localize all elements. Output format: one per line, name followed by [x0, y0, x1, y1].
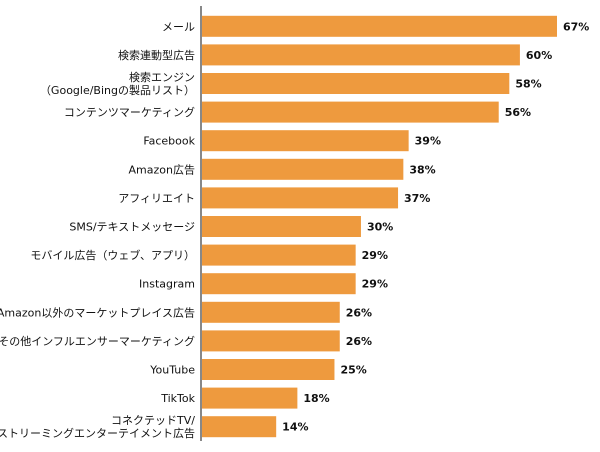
- category-label-4: Facebook: [143, 135, 195, 148]
- value-label-1: 60%: [526, 49, 552, 62]
- category-label-7: SMS/テキストメッセージ: [69, 221, 195, 234]
- bar-1: [202, 44, 520, 66]
- value-label-2: 58%: [515, 78, 541, 91]
- bar-4: [202, 130, 409, 152]
- value-labels-group: 67% 60% 58% 56% 39% 38% 37% 30% 29% 29% 26% 26% 25% 1…: [282, 20, 589, 433]
- bar-2: [202, 73, 510, 94]
- category-label-13: TikTok: [160, 392, 195, 405]
- category-label-10: Amazon以外のマーケットプレイス広告: [0, 306, 195, 319]
- category-label-9: Instagram: [139, 278, 195, 291]
- category-label-12: YouTube: [149, 364, 195, 377]
- bars-group: [202, 15, 557, 438]
- bar-11: [202, 330, 340, 352]
- value-label-6: 37%: [404, 192, 430, 205]
- value-label-0: 67%: [563, 20, 589, 33]
- value-label-11: 26%: [346, 335, 372, 348]
- bar-6: [202, 187, 399, 209]
- bar-8: [202, 244, 356, 266]
- value-label-14: 14%: [282, 421, 308, 434]
- bar-13: [202, 387, 298, 409]
- value-label-5: 38%: [409, 163, 435, 176]
- category-label-8: モバイル広告（ウェブ、アプリ）: [30, 248, 195, 262]
- bar-12: [202, 359, 335, 380]
- value-label-4: 39%: [415, 135, 441, 148]
- bar-5: [202, 158, 404, 180]
- category-label-1: 検索連動型広告: [118, 48, 195, 62]
- bar-9: [202, 273, 356, 295]
- value-label-13: 18%: [303, 392, 329, 405]
- bar-0: [202, 15, 557, 37]
- bar-7: [202, 216, 361, 237]
- value-label-9: 29%: [362, 278, 388, 291]
- category-label-0: メール: [162, 20, 195, 33]
- bar-14: [202, 416, 277, 438]
- category-label-3: コンテンツマーケティング: [64, 105, 195, 119]
- bar-10: [202, 301, 340, 323]
- category-label-14: コネクテッドTV/ストリーミングエンターテイメント広告: [0, 414, 195, 440]
- value-label-7: 30%: [367, 221, 393, 234]
- value-label-8: 29%: [362, 249, 388, 262]
- category-label-11: その他インフルエンサーマーケティング: [0, 334, 195, 348]
- value-label-3: 56%: [505, 106, 531, 119]
- bar-3: [202, 101, 499, 123]
- value-label-10: 26%: [346, 306, 372, 319]
- category-label-2: 検索エンジン（Google/Bingの製品リスト）: [40, 70, 195, 97]
- category-label-6: アフィリエイト: [118, 192, 195, 205]
- category-label-5: Amazon広告: [129, 163, 195, 176]
- value-label-12: 25%: [340, 364, 366, 377]
